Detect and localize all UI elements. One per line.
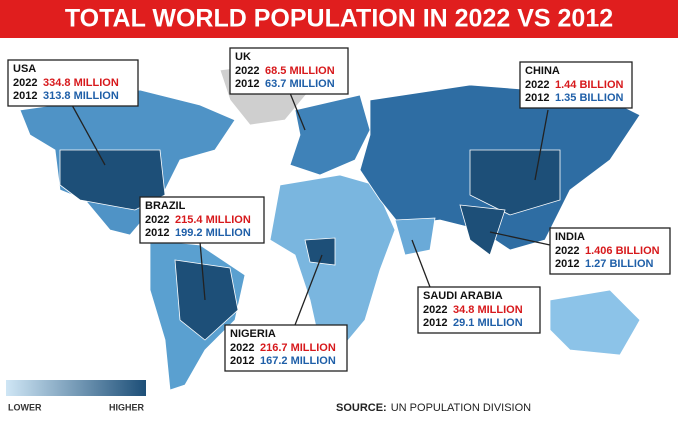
population: 334.8 MILLION xyxy=(43,77,119,89)
leader-lines xyxy=(71,92,551,326)
callout-box xyxy=(519,61,633,109)
country: BRAZIL xyxy=(145,200,186,212)
callout-box xyxy=(7,59,139,107)
year: 2022 xyxy=(235,65,259,77)
legend-gradient xyxy=(6,380,146,396)
population: 1.27 BILLION xyxy=(585,258,654,270)
year: 2012 xyxy=(13,90,37,102)
leader-line xyxy=(289,92,306,131)
country: UK xyxy=(235,51,251,63)
year: 2012 xyxy=(230,355,254,367)
callout-box xyxy=(139,196,265,244)
callout: SAUDI ARABIA 2022 34.8 MILLION 2012 29.1 MIL… xyxy=(417,286,541,334)
year: 2012 xyxy=(145,227,169,239)
population: 313.8 MILLION xyxy=(43,90,119,102)
population: 1.44 BILLION xyxy=(555,79,624,91)
year: 2022 xyxy=(13,77,37,89)
europe xyxy=(289,94,371,176)
callout: UK 2022 68.5 MILLION 2012 63.7 MILLION xyxy=(229,47,349,95)
country: SAUDI ARABIA xyxy=(423,290,503,302)
population: 216.7 MILLION xyxy=(260,342,336,354)
country: USA xyxy=(13,63,36,75)
india xyxy=(459,204,506,256)
callout: INDIA 2022 1.406 BILLION 2012 1.27 BILLION xyxy=(549,227,671,275)
title-banner xyxy=(0,0,678,38)
callouts: USA 2022 334.8 MILLION 2012 313.8 MILLION UK 2… xyxy=(7,47,671,372)
saudi-arabia xyxy=(394,217,436,256)
year: 2012 xyxy=(555,258,579,270)
population: 63.7 MILLION xyxy=(265,78,335,90)
country: NIGERIA xyxy=(230,328,276,340)
year: 2012 xyxy=(235,78,259,90)
country: CHINA xyxy=(525,65,560,77)
population: 1.35 BILLION xyxy=(555,92,624,104)
source: SOURCE: UN POPULATION DIVISION xyxy=(336,402,531,414)
population: 34.8 MILLION xyxy=(453,304,523,316)
leader-line xyxy=(294,254,323,326)
population: 215.4 MILLION xyxy=(175,214,251,226)
australia xyxy=(549,289,641,356)
callout: USA 2022 334.8 MILLION 2012 313.8 MILLION xyxy=(7,59,139,107)
population: 68.5 MILLION xyxy=(265,65,335,77)
year: 2012 xyxy=(525,92,549,104)
nigeria xyxy=(304,237,336,266)
population: 29.1 MILLION xyxy=(453,317,523,329)
country: INDIA xyxy=(555,231,585,243)
year: 2022 xyxy=(145,214,169,226)
population: 199.2 MILLION xyxy=(175,227,251,239)
leader-line xyxy=(489,231,551,246)
source-text: UN POPULATION DIVISION xyxy=(391,402,531,414)
population: 1.406 BILLION xyxy=(585,245,660,257)
title: TOTAL WORLD POPULATION IN 2022 VS 2012 xyxy=(65,5,613,33)
callout-box xyxy=(224,324,348,372)
leader-line xyxy=(199,241,206,301)
source-label: SOURCE: xyxy=(336,402,387,414)
callout: CHINA 2022 1.44 BILLION 2012 1.35 BILLION xyxy=(519,61,633,109)
callout: NIGERIA 2022 216.7 MILLION 2012 167.2 MILLIO… xyxy=(224,324,348,372)
year: 2022 xyxy=(423,304,447,316)
year: 2012 xyxy=(423,317,447,329)
callout-box xyxy=(229,47,349,95)
usa xyxy=(59,149,166,211)
legend-low: LOWER xyxy=(8,402,42,412)
callout-box xyxy=(549,227,671,275)
leader-line xyxy=(411,239,431,288)
brazil xyxy=(174,259,239,341)
leader-line xyxy=(71,104,106,166)
year: 2022 xyxy=(555,245,579,257)
year: 2022 xyxy=(525,79,549,91)
callout: BRAZIL 2022 215.4 MILLION 2012 199.2 MILLION xyxy=(139,196,265,244)
callout-box xyxy=(417,286,541,334)
map xyxy=(19,59,641,391)
leader-line xyxy=(534,109,549,181)
population: 167.2 MILLION xyxy=(260,355,336,367)
legend-high: HIGHER xyxy=(109,402,145,412)
year: 2022 xyxy=(230,342,254,354)
